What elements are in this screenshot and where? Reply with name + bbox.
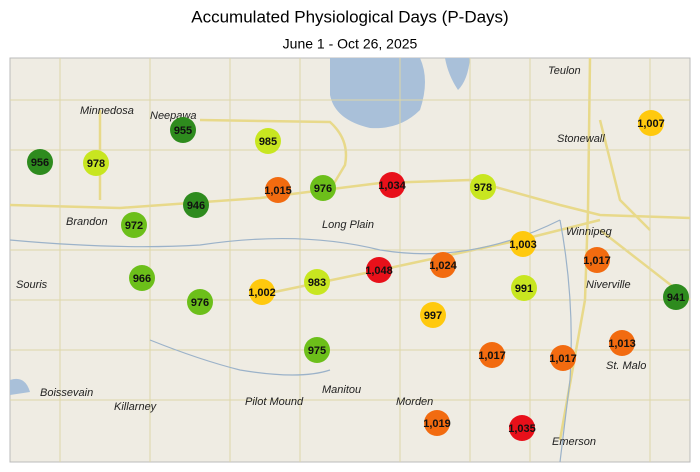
station-marker — [550, 345, 576, 371]
station-value: 1,013 — [608, 338, 636, 350]
station-value: 1,007 — [637, 118, 665, 130]
station-value: 997 — [424, 310, 442, 322]
place-label: Minnedosa — [80, 105, 134, 117]
place-label: Souris — [16, 279, 48, 291]
station-value: 955 — [174, 125, 192, 137]
station-value: 976 — [314, 183, 332, 195]
place-label: Manitou — [322, 384, 361, 396]
place-label: Morden — [396, 396, 433, 408]
station-marker — [129, 265, 155, 291]
station-marker — [584, 247, 610, 273]
station-marker — [420, 302, 446, 328]
station-value: 991 — [515, 283, 533, 295]
title: Accumulated Physiological Days (P-Days) — [191, 7, 508, 26]
station-value: 972 — [125, 220, 143, 232]
place-label: Brandon — [66, 216, 108, 228]
place-label: Stonewall — [557, 133, 605, 145]
place-label: Pilot Mound — [245, 396, 304, 408]
station-marker — [170, 117, 196, 143]
stations: 956 978 955 985 1,007 972 946 1,015 976 1,034 978 1… — [27, 110, 689, 441]
station-value: 1,017 — [583, 255, 611, 267]
station-value: 1,019 — [423, 418, 451, 430]
place-label: Long Plain — [322, 219, 374, 231]
place-label: Emerson — [552, 436, 596, 448]
station-marker — [511, 275, 537, 301]
station-marker — [121, 212, 147, 238]
station-value: 1,003 — [509, 239, 537, 251]
station-value: 1,015 — [264, 185, 292, 197]
place-label: Teulon — [548, 65, 581, 77]
place-label: Winnipeg — [566, 226, 613, 238]
station-value: 956 — [31, 157, 49, 169]
station-value: 941 — [667, 292, 685, 304]
station-value: 1,017 — [549, 353, 577, 365]
station-marker — [424, 410, 450, 436]
station-value: 1,048 — [365, 265, 393, 277]
place-label: Niverville — [586, 279, 631, 291]
station-marker — [265, 177, 291, 203]
place-label: Killarney — [114, 401, 158, 413]
station-marker — [430, 252, 456, 278]
station-value: 978 — [87, 158, 105, 170]
station-marker — [310, 175, 336, 201]
station-marker — [249, 279, 275, 305]
station-value: 966 — [133, 273, 151, 285]
place-label: St. Malo — [606, 360, 646, 372]
station-marker — [366, 257, 392, 283]
station-marker — [638, 110, 664, 136]
subtitle: June 1 - Oct 26, 2025 — [283, 36, 418, 52]
station-value: 1,024 — [429, 260, 457, 272]
station-marker — [663, 284, 689, 310]
station-value: 1,002 — [248, 287, 276, 299]
station-marker — [183, 192, 209, 218]
station-marker — [304, 337, 330, 363]
station-value: 978 — [474, 182, 492, 194]
station-value: 976 — [191, 297, 209, 309]
station-value: 975 — [308, 345, 326, 357]
station-marker — [479, 342, 505, 368]
station-marker — [609, 330, 635, 356]
place-label: Boissevain — [40, 387, 93, 399]
station-value: 1,034 — [378, 180, 406, 192]
station-value: 1,035 — [508, 423, 536, 435]
station-marker — [304, 269, 330, 295]
station-marker — [83, 150, 109, 176]
station-marker — [187, 289, 213, 315]
station-value: 946 — [187, 200, 205, 212]
station-value: 1,017 — [478, 350, 506, 362]
station-value: 985 — [259, 136, 277, 148]
station-marker — [379, 172, 405, 198]
station-marker — [27, 149, 53, 175]
station-marker — [255, 128, 281, 154]
station-marker — [470, 174, 496, 200]
station-marker — [509, 415, 535, 441]
station-marker — [510, 231, 536, 257]
station-value: 983 — [308, 277, 326, 289]
